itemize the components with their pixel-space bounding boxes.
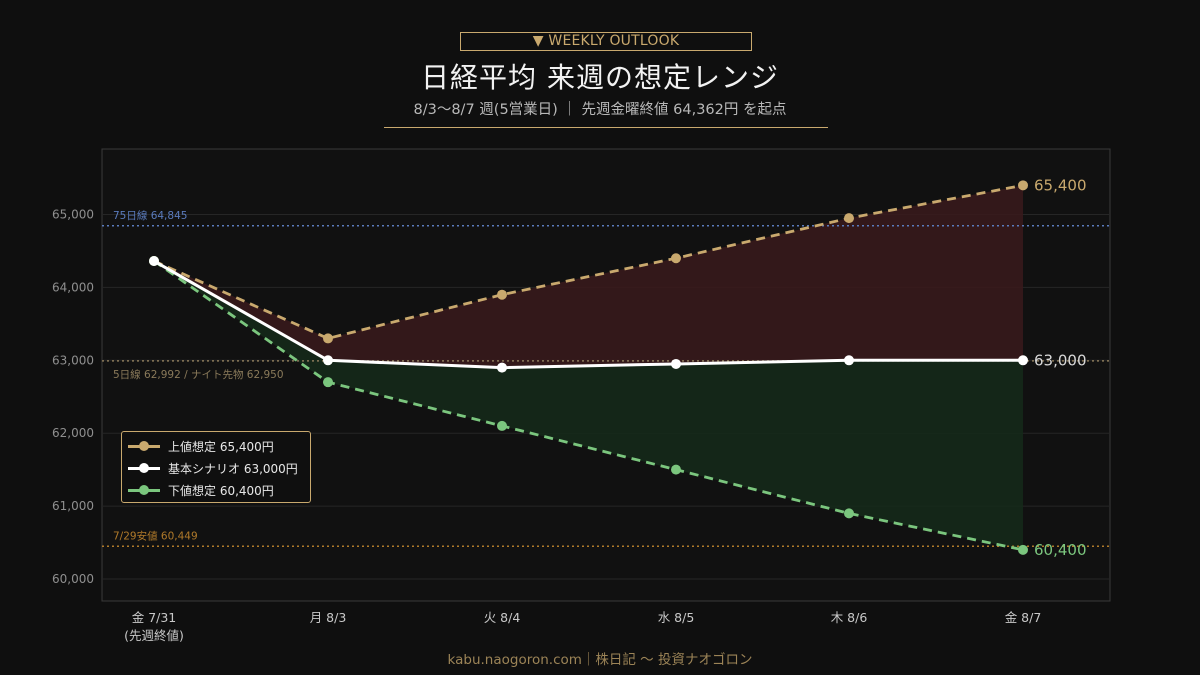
- y-tick-label: 65,000: [52, 208, 94, 222]
- data-point-upper: [1018, 180, 1028, 191]
- data-point-base: [497, 362, 507, 373]
- y-tick-label: 62,000: [52, 426, 94, 440]
- x-tick-label: (先週終値): [124, 628, 184, 643]
- data-point-base: [844, 355, 854, 366]
- page-subtitle: 8/3〜8/7 週(5営業日) ｜ 先週金曜終値 64,362円 を起点: [413, 102, 787, 118]
- data-point-upper: [671, 253, 681, 264]
- y-tick-label: 61,000: [52, 499, 94, 513]
- legend-swatch-lower: [128, 484, 160, 496]
- data-point-base: [1018, 355, 1028, 366]
- legend-swatch-base: [128, 462, 160, 474]
- data-point-lower: [671, 464, 681, 475]
- data-point-lower: [1018, 544, 1028, 555]
- data-point-lower: [323, 377, 333, 388]
- x-tick-label: 月 8/3: [310, 610, 347, 625]
- legend-item-base: 基本シナリオ 63,000円: [128, 457, 310, 479]
- legend-label-base: 基本シナリオ 63,000円: [168, 461, 298, 476]
- chart-legend: 上値想定 65,400円 基本シナリオ 63,000円 下値想定 60,400円: [121, 431, 311, 503]
- page-title: 日経平均 来週の想定レンジ: [421, 61, 779, 94]
- data-point-lower: [844, 508, 854, 519]
- data-point-base: [323, 355, 333, 366]
- legend-item-lower: 下値想定 60,400円: [128, 479, 310, 501]
- end-label-base: 63,000: [1034, 351, 1087, 369]
- upside-range-fill: [154, 185, 1023, 368]
- end-label-upper: 65,400: [1034, 176, 1087, 194]
- y-tick-label: 60,000: [52, 572, 94, 586]
- data-point-lower: [497, 420, 507, 431]
- x-tick-label: 金 7/31: [132, 610, 177, 625]
- downside-range-fill: [154, 261, 1023, 550]
- series-line-upper: [153, 183, 1024, 340]
- title-divider: [384, 127, 828, 128]
- y-tick-label: 63,000: [52, 353, 94, 367]
- end-label-lower: 60,400: [1034, 541, 1087, 559]
- data-point-upper: [844, 213, 854, 224]
- x-tick-label: 木 8/6: [831, 610, 868, 625]
- legend-label-lower: 下値想定 60,400円: [168, 483, 274, 498]
- data-point-upper: [323, 333, 333, 344]
- site-footer: kabu.naogoron.com｜株日記 〜 投資ナオゴロン: [447, 652, 753, 668]
- x-tick-label: 水 8/5: [658, 610, 695, 625]
- data-point-base: [149, 256, 159, 267]
- data-point-base: [671, 358, 681, 369]
- reference-label-ma75: 75日線 64,845: [113, 209, 187, 222]
- legend-label-upper: 上値想定 65,400円: [168, 439, 274, 454]
- y-tick-label: 64,000: [52, 280, 94, 294]
- x-tick-label: 金 8/7: [1005, 610, 1042, 625]
- series-line-lower: [153, 259, 1024, 552]
- reference-label-ma5: 5日線 62,992 / ナイト先物 62,950: [113, 368, 284, 381]
- legend-item-upper: 上値想定 65,400円: [128, 435, 310, 457]
- reference-label-low_ref: 7/29安値 60,449: [113, 529, 198, 542]
- weekly-outlook-badge: ▼ WEEKLY OUTLOOK: [460, 32, 752, 51]
- legend-swatch-upper: [128, 440, 160, 452]
- series-line-base: [153, 259, 1023, 370]
- data-point-upper: [497, 289, 507, 300]
- x-tick-label: 火 8/4: [484, 610, 521, 625]
